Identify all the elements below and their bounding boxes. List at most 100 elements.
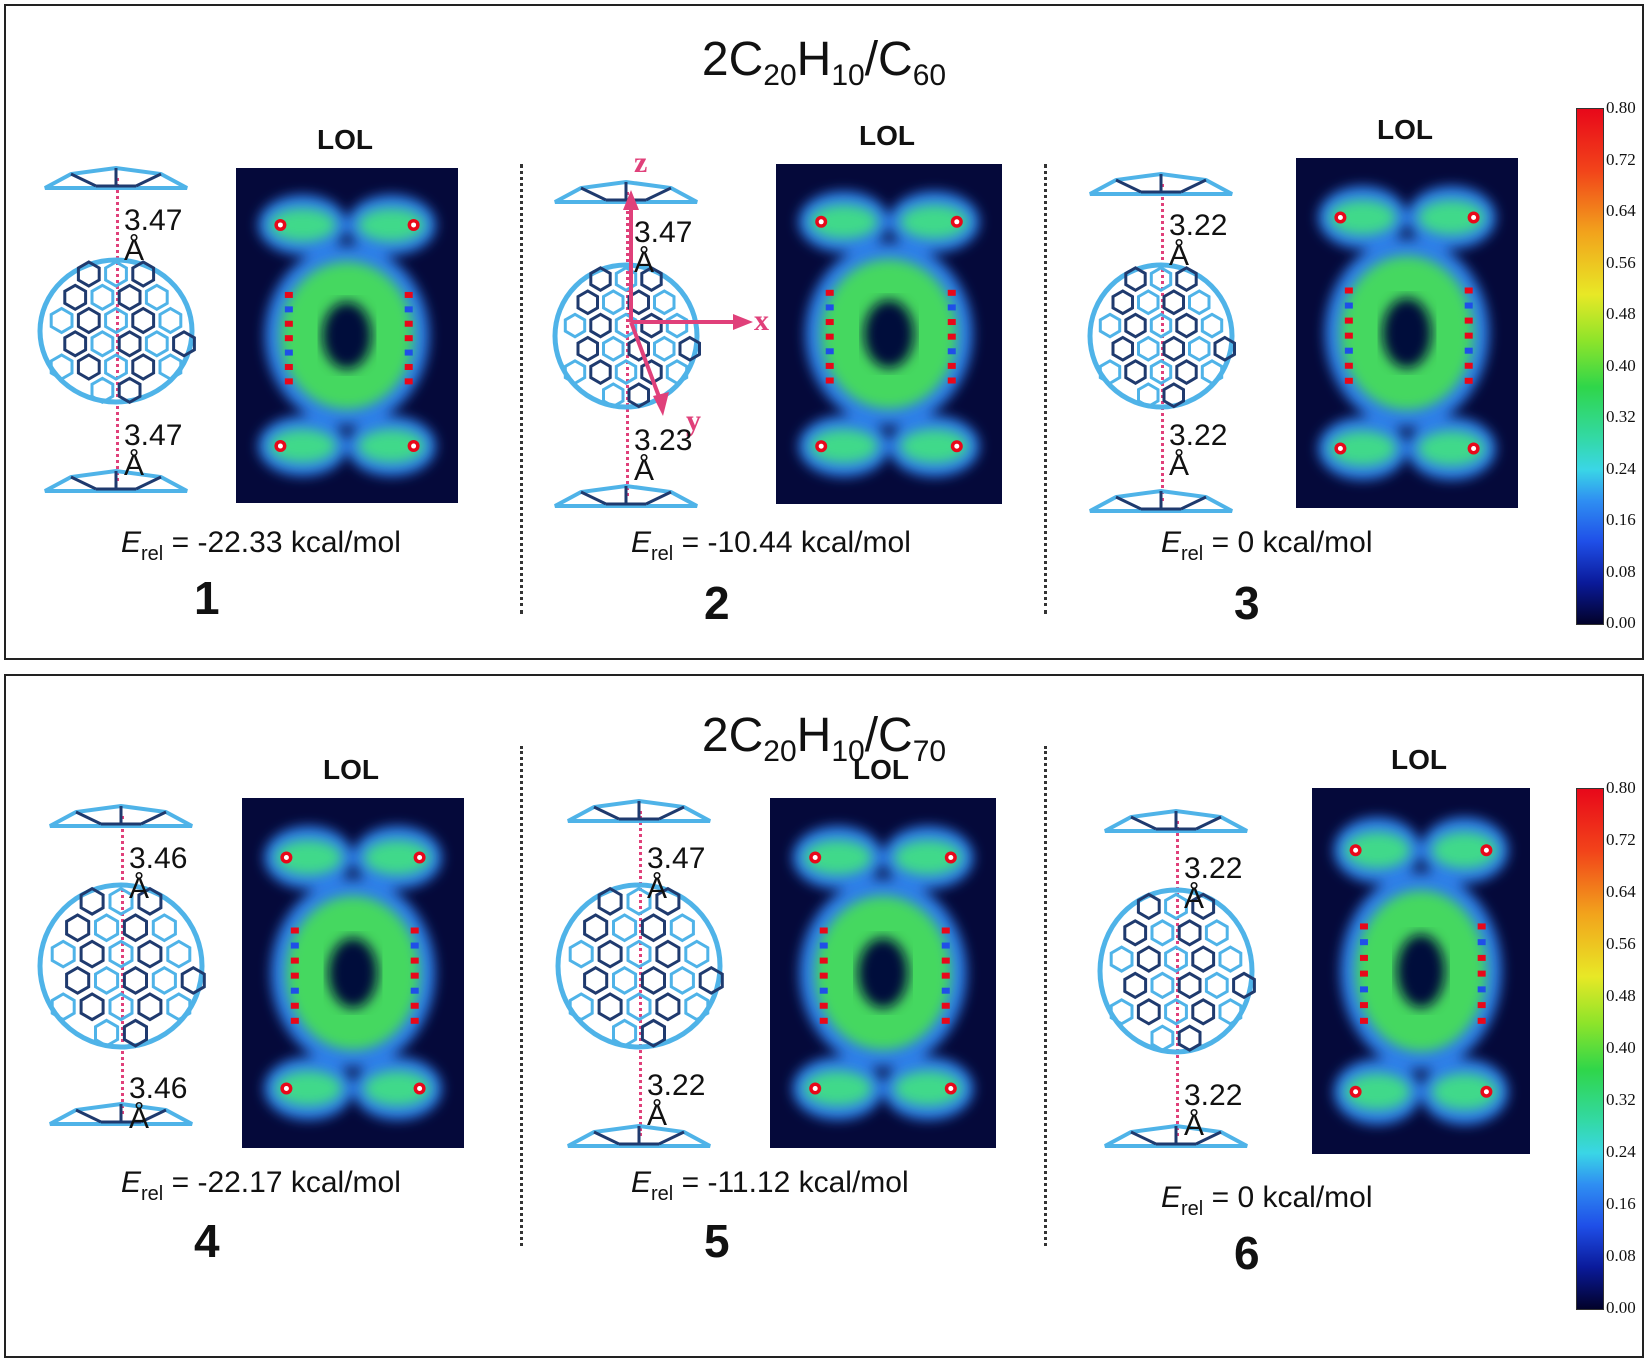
lol-map xyxy=(242,798,464,1148)
lol-map xyxy=(1296,158,1518,508)
colorbar-tick: 0.64 xyxy=(1606,201,1636,220)
colorbar xyxy=(1576,788,1604,1310)
energy-subscript: rel xyxy=(651,1183,674,1205)
lol-label: LOL xyxy=(859,120,915,151)
lol-map xyxy=(770,798,996,1148)
corannulene-top xyxy=(567,798,711,823)
corannulene-bottom xyxy=(44,468,188,493)
fullerene-cage xyxy=(1087,262,1236,410)
fullerene-cage xyxy=(1097,887,1256,1055)
relative-energy: Erel = 0 kcal/mol xyxy=(1161,1181,1373,1221)
lol-label: LOL xyxy=(1391,744,1447,775)
energy-subscript: rel xyxy=(141,1183,164,1205)
relative-energy: Erel = -22.17 kcal/mol xyxy=(121,1166,401,1206)
lol-map xyxy=(236,168,458,503)
divider xyxy=(520,164,523,614)
distance-top: 3.47 Å xyxy=(634,216,693,279)
distance-line xyxy=(639,811,642,1136)
corannulene-bottom xyxy=(554,483,698,508)
colorbar-tick: 0.40 xyxy=(1606,355,1636,375)
colorbar-tick: 0.80 xyxy=(1606,778,1636,797)
lol-c5 xyxy=(1333,817,1509,1125)
colorbar-tick: 0.56 xyxy=(1606,252,1636,272)
colorbar-tick: 0.48 xyxy=(1606,986,1636,1005)
complex-number: 1 xyxy=(194,572,220,624)
distance-bottom: 3.22 Å xyxy=(1169,419,1228,482)
energy-value: = -11.12 kcal/mol xyxy=(681,1166,909,1199)
energy-value: = -22.33 kcal/mol xyxy=(171,526,401,559)
distance-line xyxy=(1176,821,1179,1136)
colorbar-tick: 0.64 xyxy=(1606,882,1636,901)
corannulene-top xyxy=(44,165,188,190)
relative-energy: Erel = -11.12 kcal/mol xyxy=(631,1166,909,1206)
complex-number: 2 xyxy=(704,577,730,629)
fullerene-cage xyxy=(555,882,724,1050)
energy-symbol: E xyxy=(121,526,142,559)
relative-energy: Erel = -22.33 kcal/mol xyxy=(121,526,401,566)
panel-c60: 2C20H10/C60 3.47 Å 3.47 Å LOL Erel = -22.33… xyxy=(4,4,1644,660)
corannulene-bottom xyxy=(1089,488,1233,513)
relative-energy: Erel = -10.44 kcal/mol xyxy=(631,526,911,566)
complex-number: 6 xyxy=(1234,1227,1260,1279)
energy-value: = 0 kcal/mol xyxy=(1211,526,1373,559)
complex-number: 3 xyxy=(1234,577,1260,629)
energy-subscript: rel xyxy=(141,543,164,565)
distance-top: 3.47 Å xyxy=(124,204,183,267)
colorbar-tick: 0.56 xyxy=(1606,934,1636,953)
panel-title: 2C20H10/C70 xyxy=(701,709,947,768)
lol-label: LOL xyxy=(317,124,373,155)
distance-bottom: 3.22 Å xyxy=(647,1069,706,1132)
colorbar-tick: 0.24 xyxy=(1606,458,1636,478)
colorbar xyxy=(1576,108,1604,625)
colorbar-tick: 0.72 xyxy=(1606,830,1636,849)
fullerene-cage xyxy=(37,257,196,405)
colorbar-tick: 0.00 xyxy=(1606,1298,1636,1317)
colorbar-tick: 0.00 xyxy=(1606,613,1636,632)
corannulene-bottom xyxy=(1104,1123,1248,1148)
lol-c2 xyxy=(1318,186,1496,480)
energy-symbol: E xyxy=(631,526,652,559)
energy-subscript: rel xyxy=(651,543,674,565)
lol-c0 xyxy=(258,194,436,477)
colorbar-tick: 0.24 xyxy=(1606,1142,1636,1161)
energy-value: = 0 kcal/mol xyxy=(1211,1181,1373,1214)
energy-symbol: E xyxy=(1161,526,1182,559)
energy-value: = -10.44 kcal/mol xyxy=(681,526,911,559)
axes-triad xyxy=(623,190,753,416)
colorbar-tick: 0.80 xyxy=(1606,98,1636,117)
divider xyxy=(1044,746,1047,1246)
distance-line xyxy=(116,178,119,481)
colorbar-tick: 0.40 xyxy=(1606,1038,1636,1057)
distance-top: 3.46 Å xyxy=(129,842,188,905)
energy-subscript: rel xyxy=(1181,1198,1204,1220)
distance-bottom: 3.47 Å xyxy=(124,419,183,482)
corannulene-bottom xyxy=(567,1123,711,1148)
panel-title: 2C20H10/C60 xyxy=(701,33,947,92)
lol-c1 xyxy=(798,191,980,477)
corannulene-top xyxy=(1104,808,1248,833)
distance-top: 3.22 Å xyxy=(1169,209,1228,272)
colorbar-tick: 0.08 xyxy=(1606,1246,1636,1265)
distance-top: 3.47 Å xyxy=(647,842,706,905)
energy-subscript: rel xyxy=(1181,543,1204,565)
axis-z-label: z xyxy=(634,146,648,179)
corannulene-bottom xyxy=(49,1101,193,1126)
colorbar-tick: 0.08 xyxy=(1606,561,1636,581)
lol-map xyxy=(1312,788,1530,1154)
energy-symbol: E xyxy=(1161,1181,1182,1214)
divider xyxy=(1044,164,1047,614)
energy-symbol: E xyxy=(631,1166,652,1199)
lol-label: LOL xyxy=(853,754,909,785)
colorbar-tick: 0.32 xyxy=(1606,1090,1636,1109)
lol-map xyxy=(776,164,1002,504)
divider xyxy=(520,746,523,1246)
lol-label: LOL xyxy=(1377,114,1433,145)
complex-number: 4 xyxy=(194,1215,220,1267)
axis-y-label: y xyxy=(686,404,701,437)
distance-bottom: 3.23 Å xyxy=(634,424,693,487)
colorbar-tick: 0.48 xyxy=(1606,304,1636,323)
distance-bottom: 3.46 Å xyxy=(129,1072,188,1135)
complex-number: 5 xyxy=(704,1215,730,1267)
panel-c70: 2C20H10/C70 3.46 Å 3.46 Å LOL Erel = -22.17… xyxy=(4,674,1644,1358)
energy-value: = -22.17 kcal/mol xyxy=(171,1166,401,1199)
